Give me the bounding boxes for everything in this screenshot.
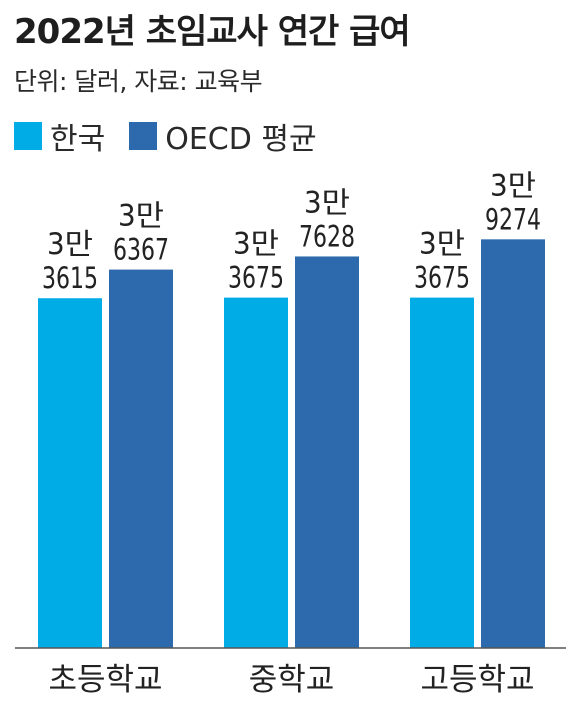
legend-item-oecd: OECD 평균 <box>129 114 317 158</box>
data-label-oecd-1-line1: 3만 <box>118 199 164 233</box>
data-label-korea-1-line1: 3만 <box>47 227 93 261</box>
data-label-korea-3-line2: 3675 <box>414 261 470 295</box>
legend-label-oecd: OECD 평균 <box>165 122 317 157</box>
data-label-oecd-3-line2: 9274 <box>485 202 541 236</box>
bar-oecd-2 <box>295 256 359 648</box>
bar-korea-1 <box>38 298 102 648</box>
legend-item-korea: 한국 <box>14 114 105 158</box>
bar-korea-2 <box>224 297 288 648</box>
data-label-korea-3-line1: 3만 <box>419 227 465 261</box>
data-label-oecd-2-line1: 3만 <box>304 185 350 219</box>
data-label-oecd-1-line2: 6367 <box>113 233 169 267</box>
data-label-korea-2-line2: 3675 <box>228 261 284 295</box>
chart-title: 2022년 초임교사 연간 급여 <box>14 12 411 52</box>
x-tick-label-3: 고등학교 <box>420 662 534 698</box>
legend-swatch-korea <box>14 122 42 150</box>
data-label-korea-2-line1: 3만 <box>233 227 279 261</box>
data-label-oecd-2-line2: 7628 <box>299 219 355 253</box>
bar-korea-3 <box>410 297 474 648</box>
legend-swatch-oecd <box>129 122 158 150</box>
bar-oecd-3 <box>481 239 545 648</box>
data-label-korea-1-line2: 3615 <box>42 261 98 295</box>
data-label-oecd-3-line1: 3만 <box>490 168 536 202</box>
bar-oecd-1 <box>109 269 173 648</box>
x-tick-label-1: 초등학교 <box>48 662 162 698</box>
legend-label-korea: 한국 <box>50 122 106 157</box>
x-tick-label-2: 중학교 <box>249 662 335 698</box>
legend: 한국 OECD 평균 <box>14 114 341 158</box>
chart-subtitle: 단위: 달러, 자료: 교육부 <box>14 67 263 96</box>
